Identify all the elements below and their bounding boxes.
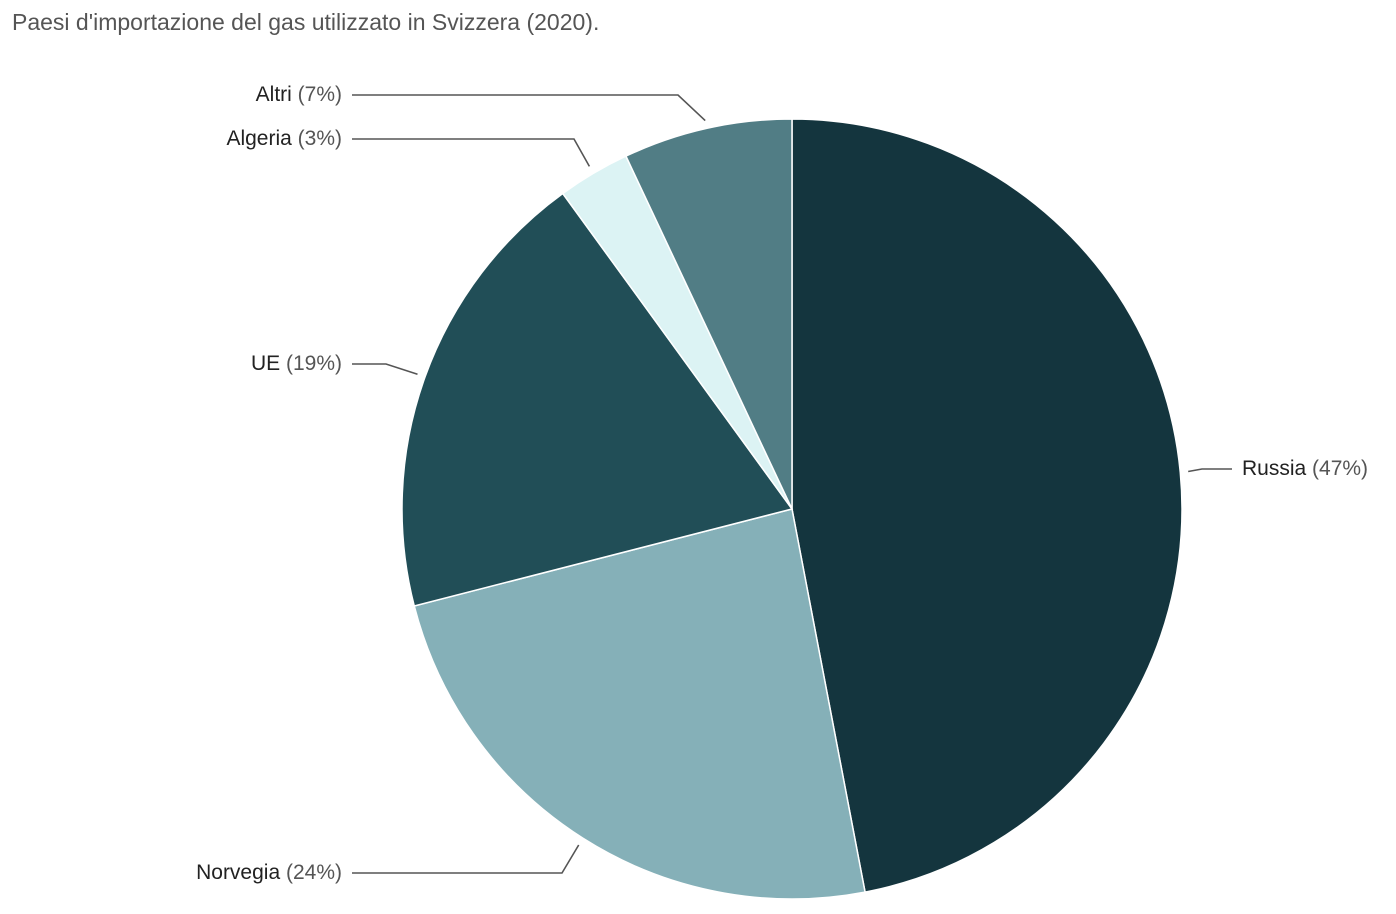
pie-label-percent: (24%) — [280, 861, 342, 884]
pie-label-percent: (7%) — [292, 83, 342, 106]
pie-label-altri: Altri (7%) — [256, 83, 342, 106]
leader-line-ue — [352, 363, 418, 375]
pie-leader-lines — [352, 94, 1232, 874]
leader-line-altri — [352, 94, 706, 122]
pie-label-norvegia: Norvegia (24%) — [196, 861, 342, 884]
pie-label-name: UE — [251, 352, 280, 375]
pie-slices — [401, 118, 1183, 900]
chart-title: Paesi d'importazione del gas utilizzato … — [12, 9, 600, 35]
pie-slice-ue — [401, 192, 794, 607]
leader-line-norvegia — [352, 844, 580, 874]
pie-label-percent: (3%) — [292, 127, 342, 150]
pie-label-name: Russia — [1242, 457, 1307, 480]
pie-label-name: Algeria — [226, 127, 292, 150]
pie-label-percent: (19%) — [280, 352, 342, 375]
pie-slice-altri — [624, 118, 793, 510]
pie-label-algeria: Algeria (3%) — [226, 127, 342, 150]
pie-slice-russia — [791, 118, 1183, 893]
pie-label-percent: (47%) — [1306, 457, 1368, 480]
pie-label-name: Altri — [256, 83, 292, 106]
leader-line-algeria — [352, 138, 591, 167]
pie-label-name: Norvegia — [196, 861, 280, 884]
pie-label-russia: Russia (47%) — [1242, 457, 1368, 480]
pie-slice-norvegia — [413, 508, 866, 900]
pie-labels: Russia (47%) Norvegia (24%) UE (19%) Algeri… — [196, 83, 1368, 884]
leader-line-russia — [1188, 468, 1232, 473]
pie-label-ue: UE (19%) — [251, 352, 342, 375]
